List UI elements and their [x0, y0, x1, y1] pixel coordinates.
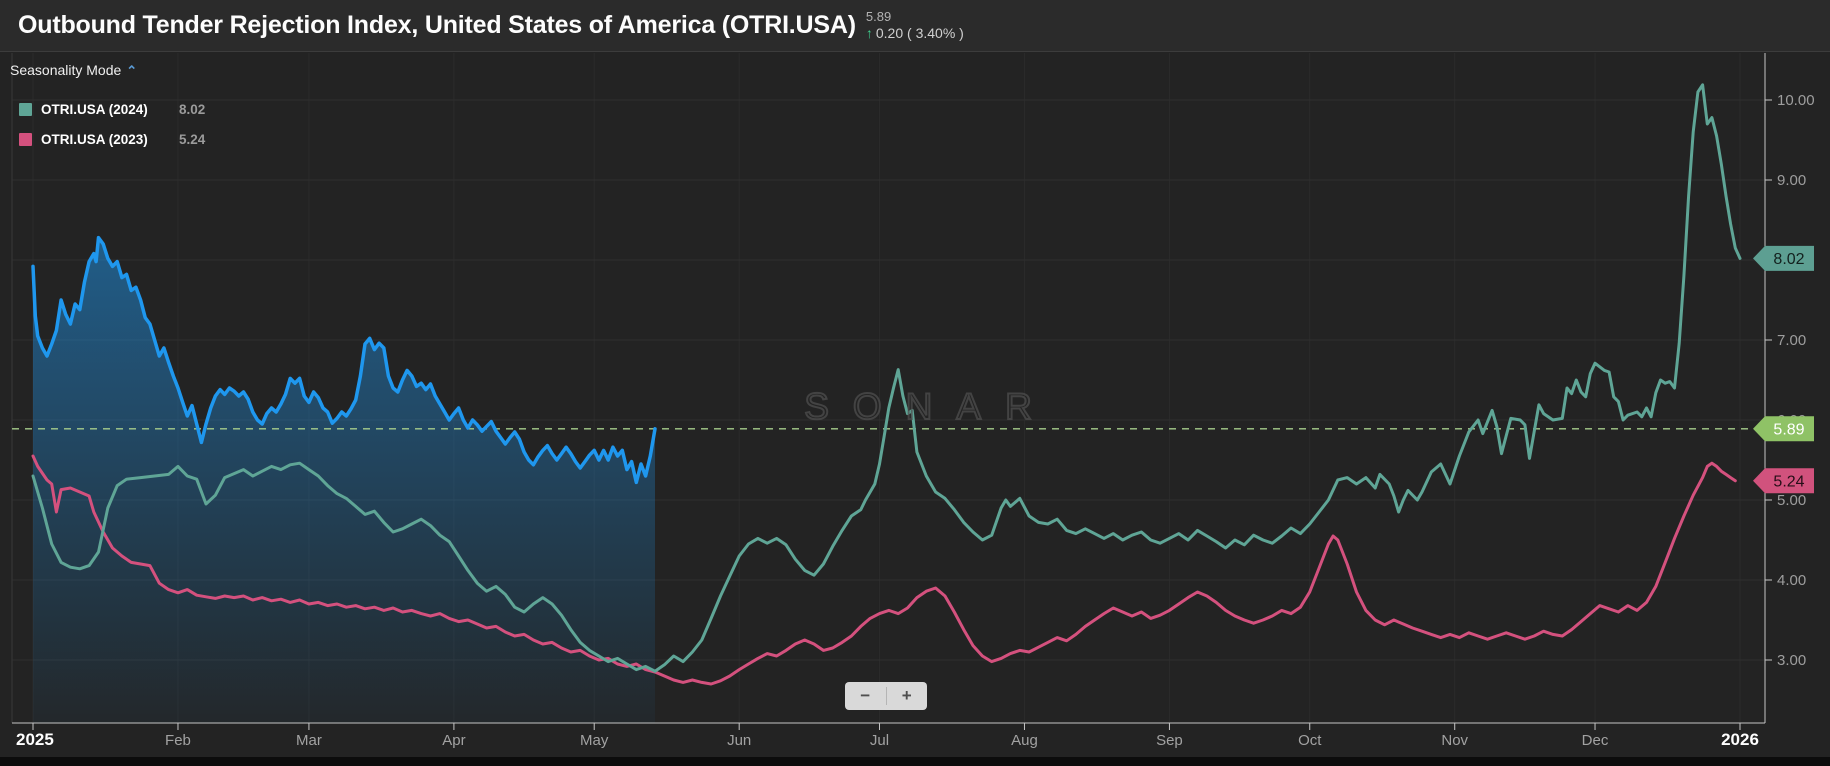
up-arrow-icon: ↑ — [865, 24, 873, 41]
x-axis-label: Sep — [1156, 732, 1183, 749]
legend-label: OTRI.USA (2024) — [41, 101, 148, 117]
y-axis-label: 4.00 — [1777, 572, 1806, 589]
latest-value: 5.89 — [865, 8, 892, 24]
x-axis-label: Oct — [1298, 732, 1322, 749]
price-chart[interactable]: 10.009.008.007.006.005.004.003.002025Feb… — [0, 52, 1830, 766]
zoom-in-button[interactable]: + — [887, 682, 928, 710]
legend: OTRI.USA (2024) 8.02 OTRI.USA (2023) 5.24 — [19, 94, 205, 154]
series-line-2025 — [31, 235, 657, 485]
y-axis-label: 5.00 — [1777, 492, 1806, 509]
x-axis-label: May — [580, 732, 609, 749]
x-axis-label: Nov — [1441, 732, 1468, 749]
svg-text:5.89: 5.89 — [1773, 421, 1804, 438]
chevron-up-icon: ⌃ — [126, 63, 138, 78]
change-line: ↑ 0.20 ( 3.40% ) — [866, 26, 964, 40]
legend-swatch-icon — [19, 102, 32, 116]
sonar-watermark: SONAR — [803, 385, 1056, 428]
zoom-out-button[interactable]: − — [845, 682, 886, 710]
chart-title: Outbound Tender Rejection Index, United … — [18, 11, 856, 39]
series-line-2024 — [31, 83, 1742, 673]
x-axis-label: Feb — [165, 732, 191, 749]
y-axis-label: 9.00 — [1777, 172, 1806, 189]
svg-text:5.24: 5.24 — [1773, 473, 1804, 490]
legend-value: 8.02 — [179, 101, 206, 117]
axis-badge-802: 8.02 — [1753, 245, 1814, 271]
x-axis-label: 2025 — [16, 730, 54, 749]
axes: 10.009.008.007.006.005.004.003.002025Feb… — [12, 53, 1815, 749]
x-axis-label: Jun — [727, 732, 751, 749]
series-2025-area-fill — [33, 237, 655, 723]
legend-item[interactable]: OTRI.USA (2024) 8.02 — [19, 94, 205, 124]
x-axis-label: Aug — [1011, 732, 1038, 749]
zoom-controls: − + — [845, 682, 927, 710]
latest-quote: 5.89 ↑ 0.20 ( 3.40% ) — [866, 10, 964, 40]
x-axis-label: Apr — [442, 732, 465, 749]
axis-badge-589: 5.89 — [1753, 416, 1814, 442]
x-axis-label: Dec — [1582, 732, 1609, 749]
y-axis-label: 3.00 — [1777, 652, 1806, 669]
chart-area: 10.009.008.007.006.005.004.003.002025Feb… — [0, 52, 1830, 766]
legend-label: OTRI.USA (2023) — [41, 131, 148, 147]
x-axis-label: Jul — [870, 732, 889, 749]
axis-badge-524: 5.24 — [1753, 468, 1814, 494]
legend-item[interactable]: OTRI.USA (2023) 5.24 — [19, 124, 205, 154]
chart-header: Outbound Tender Rejection Index, United … — [0, 0, 1830, 52]
x-axis-label: 2026 — [1721, 730, 1759, 749]
svg-text:8.02: 8.02 — [1773, 251, 1804, 268]
seasonality-mode-label: Seasonality Mode — [10, 62, 122, 78]
bottom-bar — [0, 757, 1830, 766]
seasonality-mode-dropdown[interactable]: Seasonality Mode ⌃ — [10, 62, 137, 79]
series-line-2023 — [31, 454, 1737, 686]
zoom-divider — [885, 687, 887, 705]
legend-value: 5.24 — [179, 131, 206, 147]
y-axis-label: 7.00 — [1777, 332, 1806, 349]
y-axis-label: 10.00 — [1777, 92, 1815, 109]
legend-swatch-icon — [19, 132, 32, 146]
change-value: 0.20 ( 3.40% ) — [875, 24, 964, 41]
x-axis-label: Mar — [296, 732, 322, 749]
